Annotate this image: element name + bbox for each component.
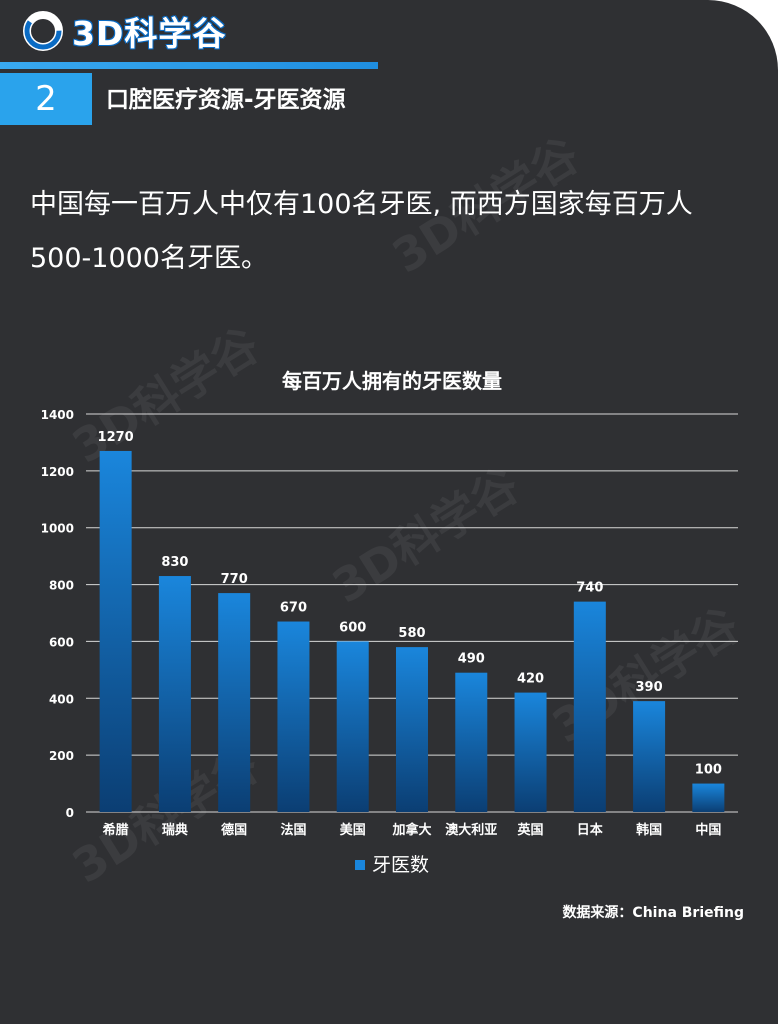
- bar: [336, 641, 369, 812]
- data-label: 1270: [98, 430, 134, 445]
- x-tick-label: 德国: [221, 822, 247, 838]
- intro-text: 中国每一百万人中仅有100名牙医, 而西方国家每百万人 500-1000名牙医。: [30, 178, 750, 286]
- y-tick-label: 400: [49, 692, 74, 706]
- x-tick-label: 澳大利亚: [445, 822, 497, 838]
- header-rule: [0, 62, 378, 69]
- x-tick-label: 美国: [340, 822, 366, 838]
- y-tick-label: 1000: [41, 522, 74, 536]
- data-label: 740: [576, 581, 603, 596]
- intro-line-2: 500-1000名牙医。: [30, 243, 268, 274]
- data-label: 100: [695, 763, 722, 778]
- data-source: 数据来源：China Briefing: [562, 905, 744, 921]
- bar: [573, 601, 606, 812]
- chart-title: 每百万人拥有的牙医数量: [282, 369, 502, 393]
- chart-legend: 牙医数: [355, 854, 429, 876]
- x-tick-label: 中国: [695, 822, 721, 838]
- section-number: 2: [0, 73, 92, 125]
- section-title: 口腔医疗资源-牙医资源: [106, 87, 346, 113]
- bar: [99, 450, 132, 812]
- bar: [396, 647, 428, 812]
- x-tick-label: 希腊: [103, 822, 129, 838]
- legend-swatch: [355, 860, 365, 870]
- bar: [277, 621, 310, 812]
- bar: [692, 783, 725, 812]
- legend-label: 牙医数: [372, 854, 429, 876]
- x-tick-label: 瑞典: [162, 822, 188, 838]
- data-label: 420: [517, 672, 544, 687]
- data-label: 580: [398, 626, 425, 641]
- data-label: 490: [458, 652, 485, 667]
- x-tick-label: 日本: [577, 822, 603, 838]
- x-tick-label: 加拿大: [391, 822, 431, 838]
- bar: [514, 692, 547, 812]
- intro-line-1: 中国每一百万人中仅有100名牙医, 而西方国家每百万人: [30, 189, 693, 220]
- y-tick-label: 1400: [41, 408, 74, 422]
- x-tick-label: 韩国: [636, 822, 662, 838]
- bar: [455, 672, 488, 812]
- brand-logo: 3D科学谷: [22, 8, 226, 54]
- y-tick-label: 800: [49, 579, 74, 593]
- y-tick-label: 600: [49, 635, 74, 649]
- data-label: 770: [221, 572, 248, 587]
- bar: [633, 701, 666, 812]
- logo-ring-icon: [23, 11, 63, 51]
- x-tick-label: 英国: [517, 822, 544, 838]
- x-tick-label: 法国: [280, 822, 306, 838]
- y-tick-label: 1200: [41, 465, 74, 479]
- y-tick-label: 0: [66, 806, 74, 820]
- bar: [218, 593, 251, 812]
- data-label: 830: [161, 555, 188, 570]
- logo-text: 3D科学谷: [72, 14, 227, 53]
- data-label: 600: [339, 620, 366, 635]
- data-label: 390: [636, 680, 663, 695]
- bar: [158, 576, 191, 812]
- y-tick-label: 200: [49, 749, 74, 763]
- data-label: 670: [280, 601, 307, 616]
